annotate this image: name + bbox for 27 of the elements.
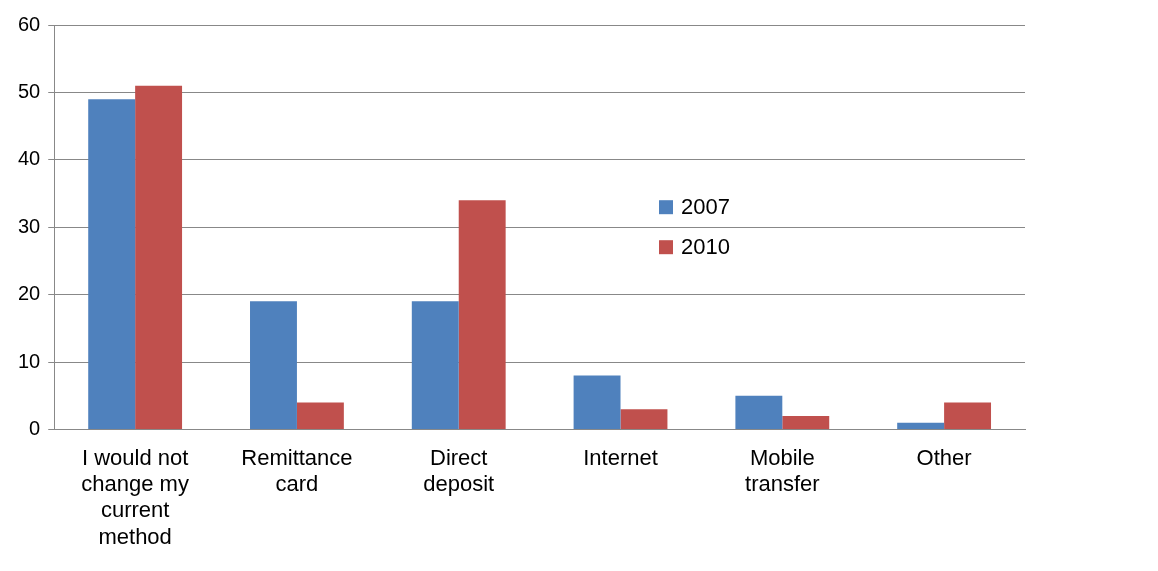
x-tick-label: Other xyxy=(916,444,972,470)
y-tick-label: 30 xyxy=(18,214,41,237)
x-tick-label: Internet xyxy=(583,444,658,470)
bar xyxy=(135,85,183,429)
bar xyxy=(620,409,668,429)
legend-label: 2010 xyxy=(681,234,730,260)
y-tick-label: 20 xyxy=(18,282,41,305)
x-tick-label: Mobile transfer xyxy=(745,444,820,497)
bar xyxy=(296,402,344,429)
bar xyxy=(458,200,506,429)
bar xyxy=(411,301,459,429)
bar xyxy=(88,99,136,429)
bar xyxy=(944,402,992,429)
y-tick-label: 0 xyxy=(29,416,41,439)
bar xyxy=(250,301,297,429)
bar xyxy=(782,415,830,429)
x-tick-label: I would not change my current method xyxy=(81,444,189,549)
y-tick-label: 50 xyxy=(18,79,41,102)
legend-label: 2007 xyxy=(681,194,730,220)
y-tick-label: 60 xyxy=(18,12,41,35)
y-tick-label: 10 xyxy=(18,349,41,372)
y-tick-label: 40 xyxy=(18,147,41,170)
x-tick-label: Remittance card xyxy=(241,444,353,497)
bar xyxy=(573,375,621,429)
x-tick-label: Direct deposit xyxy=(423,444,495,497)
bar xyxy=(735,395,783,429)
bar xyxy=(897,422,945,429)
